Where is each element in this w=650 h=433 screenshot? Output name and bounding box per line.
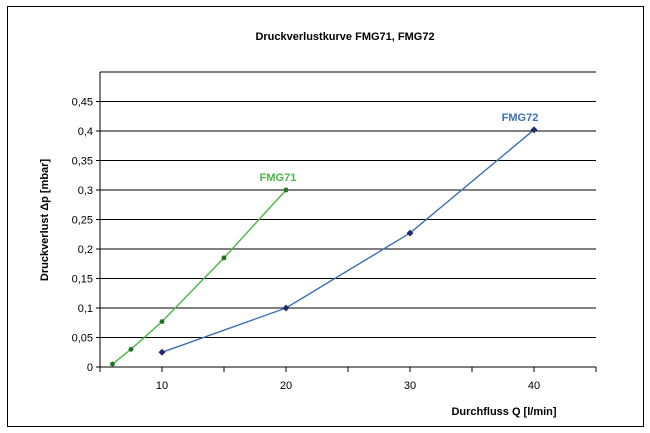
x-axis-label: Durchfluss Q [l/min] <box>451 406 556 418</box>
data-point-fmg71 <box>221 255 227 261</box>
data-point-fmg71 <box>109 361 115 367</box>
data-point-fmg72 <box>158 348 166 356</box>
chart-frame <box>7 6 644 427</box>
data-point-fmg71 <box>159 318 165 325</box>
y-tick-label: 0,4 <box>78 126 93 138</box>
x-tick-label: 30 <box>404 380 416 392</box>
y-tick-label: 0 <box>87 362 93 374</box>
data-point-fmg72 <box>282 304 290 312</box>
y-tick-label: 0,45 <box>72 97 93 109</box>
data-point-fmg71 <box>283 187 289 193</box>
y-tick-label: 0,25 <box>72 215 93 227</box>
series-line-fmg72 <box>161 129 535 353</box>
y-tick-label: 0,05 <box>72 333 93 345</box>
y-tick-label: 0,3 <box>78 185 93 197</box>
plot-area: 0 0,05 0,1 0,15 0,2 0,25 0,3 0,35 0,4 0,45 10 20 30 4… <box>72 71 597 392</box>
series-label-fmg72: FMG72 <box>502 112 539 124</box>
x-tick-label: 10 <box>156 380 168 392</box>
y-tick-label: 0,15 <box>72 274 93 286</box>
x-tick-label: 20 <box>280 380 292 392</box>
data-point-fmg72 <box>530 126 538 134</box>
y-axis-label: Druckverlust Δp [mbar] <box>39 159 51 282</box>
y-tick-label: 0,1 <box>78 303 93 315</box>
data-point-fmg72 <box>406 229 414 237</box>
data-point-fmg71 <box>128 346 134 352</box>
series-label-fmg71: FMG71 <box>260 172 297 184</box>
x-tick-label: 40 <box>528 380 540 392</box>
y-tick-label: 0,2 <box>78 244 93 256</box>
chart-title: Druckverlustkurve FMG71, FMG72 <box>255 31 434 43</box>
y-tick-label: 0,35 <box>72 156 93 168</box>
